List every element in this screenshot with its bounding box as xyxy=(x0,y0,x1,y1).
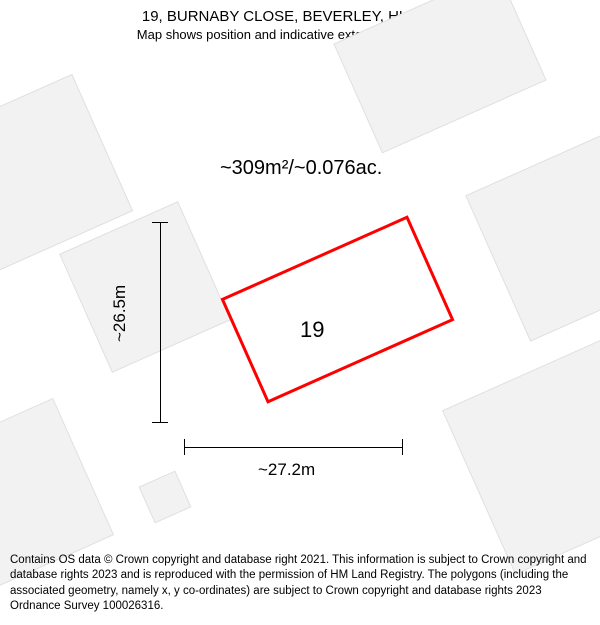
footer-copyright: Contains OS data © Crown copyright and d… xyxy=(0,547,600,625)
background-building-shape xyxy=(465,122,600,341)
plot-number-label: 19 xyxy=(300,317,324,343)
vertical-dimension-tick xyxy=(152,422,168,423)
vertical-dimension-line xyxy=(160,222,161,422)
property-plot-outline xyxy=(220,215,454,403)
horizontal-dimension-tick xyxy=(402,439,403,455)
horizontal-dimension-tick xyxy=(184,439,185,455)
horizontal-dimension-line xyxy=(184,447,402,448)
area-label: ~309m²/~0.076ac. xyxy=(220,157,382,180)
background-building-shape xyxy=(139,471,192,524)
background-building-shape xyxy=(442,329,600,575)
height-dimension-label: ~26.5m xyxy=(110,285,130,342)
vertical-dimension-tick xyxy=(152,222,168,223)
width-dimension-label: ~27.2m xyxy=(258,460,315,480)
map-area: ~309m²/~0.076ac. 19 ~27.2m ~26.5m xyxy=(0,42,600,532)
